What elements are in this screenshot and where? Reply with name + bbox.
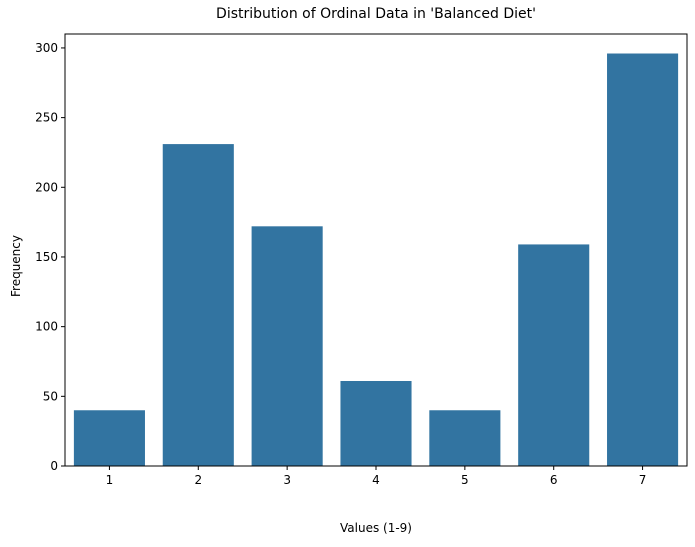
- x-tick-label: 3: [283, 473, 291, 487]
- y-tick-label: 200: [35, 180, 58, 194]
- y-tick-label: 150: [35, 250, 58, 264]
- x-tick-label: 6: [550, 473, 558, 487]
- x-tick-label: 2: [194, 473, 202, 487]
- x-axis: 1 2 3 4 5 6 7: [106, 466, 647, 487]
- plot-frame: [64, 33, 688, 467]
- bar-4: [340, 380, 412, 466]
- y-tick-label: 0: [50, 459, 58, 473]
- y-tick-label: 250: [35, 111, 58, 125]
- bar-3: [251, 226, 323, 466]
- chart-title: Distribution of Ordinal Data in 'Balance…: [216, 6, 536, 22]
- x-tick-label: 1: [106, 473, 114, 487]
- x-tick-label: 5: [461, 473, 469, 487]
- bar-5: [429, 410, 501, 466]
- y-tick-label: 100: [35, 320, 58, 334]
- x-axis-label: Values (1-9): [340, 521, 412, 535]
- bar-7: [607, 53, 679, 467]
- y-tick-label: 50: [43, 389, 58, 403]
- x-tick-label: 4: [372, 473, 380, 487]
- y-axis-label: Frequency: [9, 235, 23, 297]
- bar-2: [162, 144, 234, 466]
- y-axis: 0 50 100 150 200 250 300: [35, 41, 65, 473]
- y-tick-label: 300: [35, 41, 58, 55]
- bar-1: [73, 410, 145, 466]
- bars-group: [73, 53, 679, 467]
- x-tick-label: 7: [639, 473, 647, 487]
- bar-6: [518, 244, 590, 466]
